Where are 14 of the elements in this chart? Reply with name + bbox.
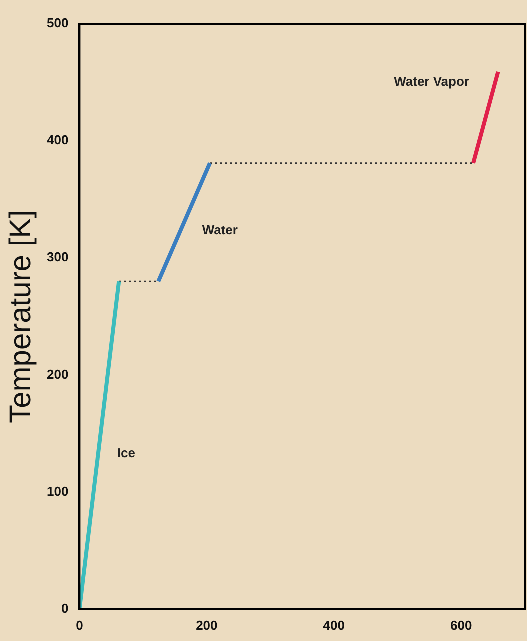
x-tick-label: 200 xyxy=(196,618,218,633)
y-tick-label: 300 xyxy=(46,250,69,265)
y-tick-label: 200 xyxy=(46,366,69,382)
y-tick-label: 400 xyxy=(46,132,69,148)
series-label: Water xyxy=(202,222,238,238)
x-tick-label: 0 xyxy=(76,618,84,633)
y-axis-title: Temperature [K] xyxy=(4,210,38,424)
y-tick-label: 0 xyxy=(61,600,69,616)
y-tick-label: 500 xyxy=(46,16,69,31)
x-tick-label: 600 xyxy=(450,618,472,633)
series-label: Ice xyxy=(117,445,136,460)
y-tick-label: 100 xyxy=(46,484,69,499)
x-tick-label: 400 xyxy=(323,618,346,633)
series-label: Water Vapor xyxy=(394,74,470,90)
